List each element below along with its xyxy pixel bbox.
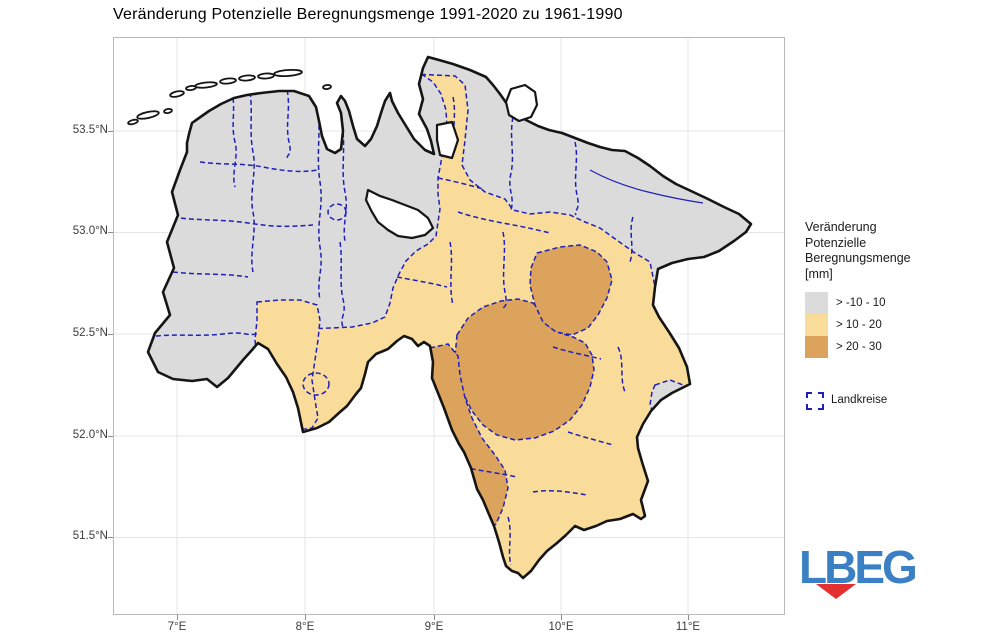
region-orange-northeast bbox=[529, 244, 613, 336]
district-boundaries bbox=[148, 89, 704, 566]
bremen-hole bbox=[364, 188, 435, 240]
lon-tick bbox=[177, 615, 178, 620]
plot-border bbox=[113, 37, 785, 615]
lon-tick bbox=[434, 615, 435, 620]
legend-title-line: Veränderung bbox=[805, 220, 877, 234]
lon-label: 7°E bbox=[167, 621, 187, 633]
lbeg-logo-triangle-icon bbox=[816, 584, 856, 599]
legend-swatch-gray bbox=[805, 292, 828, 314]
lat-label: 52.0°N bbox=[72, 429, 108, 441]
map-title: Veränderung Potenzielle Beregnungsmenge … bbox=[113, 6, 623, 23]
lat-tick bbox=[108, 232, 113, 233]
lat-tick bbox=[108, 131, 113, 132]
lat-tick bbox=[108, 334, 113, 335]
lat-tick bbox=[108, 537, 113, 538]
legend-class-label: > 10 - 20 bbox=[836, 319, 882, 331]
lon-tick bbox=[305, 615, 306, 620]
landkreise-dashed-icon bbox=[806, 392, 824, 410]
bremerhaven-hole bbox=[435, 120, 460, 160]
legend-class-label: > 20 - 30 bbox=[836, 341, 882, 353]
lon-label: 9°E bbox=[424, 621, 444, 633]
islands bbox=[127, 68, 332, 126]
lat-label: 52.5°N bbox=[72, 327, 108, 339]
map-plot bbox=[113, 37, 785, 615]
region-yellow-southwest bbox=[254, 299, 321, 431]
legend-swatch-yellow bbox=[805, 314, 828, 336]
legend-title-line: Beregnungsmenge bbox=[805, 251, 911, 265]
legend-title: Veränderung Potenzielle Beregnungsmenge … bbox=[805, 220, 911, 282]
lbeg-logo: LBEG bbox=[799, 541, 919, 602]
landkreise-label: Landkreise bbox=[831, 394, 888, 406]
lon-tick bbox=[688, 615, 689, 620]
state-outline bbox=[146, 55, 753, 580]
lat-label: 53.5°N bbox=[72, 124, 108, 136]
legend-title-line: [mm] bbox=[805, 266, 833, 281]
lat-label: 51.5°N bbox=[72, 530, 108, 542]
lon-tick bbox=[561, 615, 562, 620]
legend-title-line: Potenzielle bbox=[805, 235, 867, 250]
lat-tick bbox=[108, 436, 113, 437]
legend-class-label: > -10 - 10 bbox=[836, 297, 886, 309]
lon-label: 10°E bbox=[548, 621, 574, 633]
lon-label: 8°E bbox=[295, 621, 315, 633]
hamburg-notch bbox=[504, 83, 539, 123]
lat-label: 53.0°N bbox=[72, 225, 108, 237]
region-orange-central bbox=[454, 298, 595, 441]
lon-label: 11°E bbox=[675, 621, 701, 633]
legend-swatch-orange bbox=[805, 336, 828, 358]
